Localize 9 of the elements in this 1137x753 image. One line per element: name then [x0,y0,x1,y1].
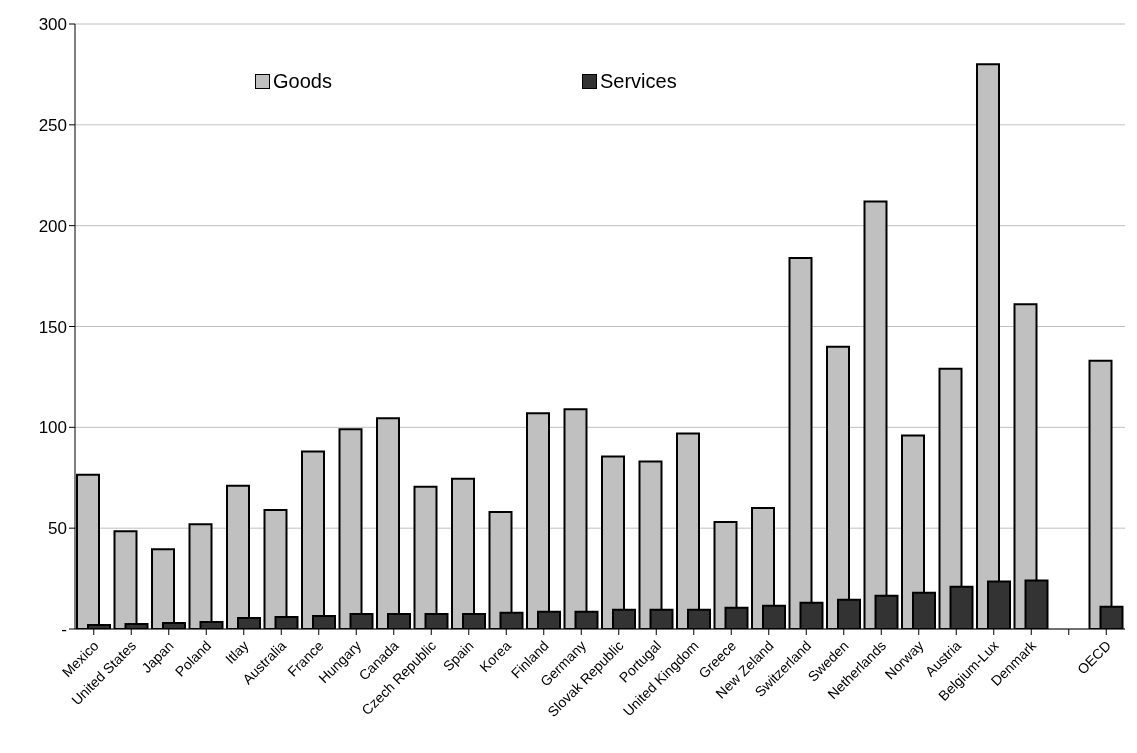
y-tick-label: 150 [38,317,67,337]
legend-label: Goods [273,70,332,93]
y-tick-label: - [61,620,67,640]
y-tick-label: 50 [48,519,67,539]
y-tick-label: 200 [38,216,67,236]
y-tick-label: 300 [38,15,67,35]
legend-label: Services [599,70,677,93]
y-tick-label: 100 [38,418,67,438]
y-tick-label: 250 [38,115,67,135]
